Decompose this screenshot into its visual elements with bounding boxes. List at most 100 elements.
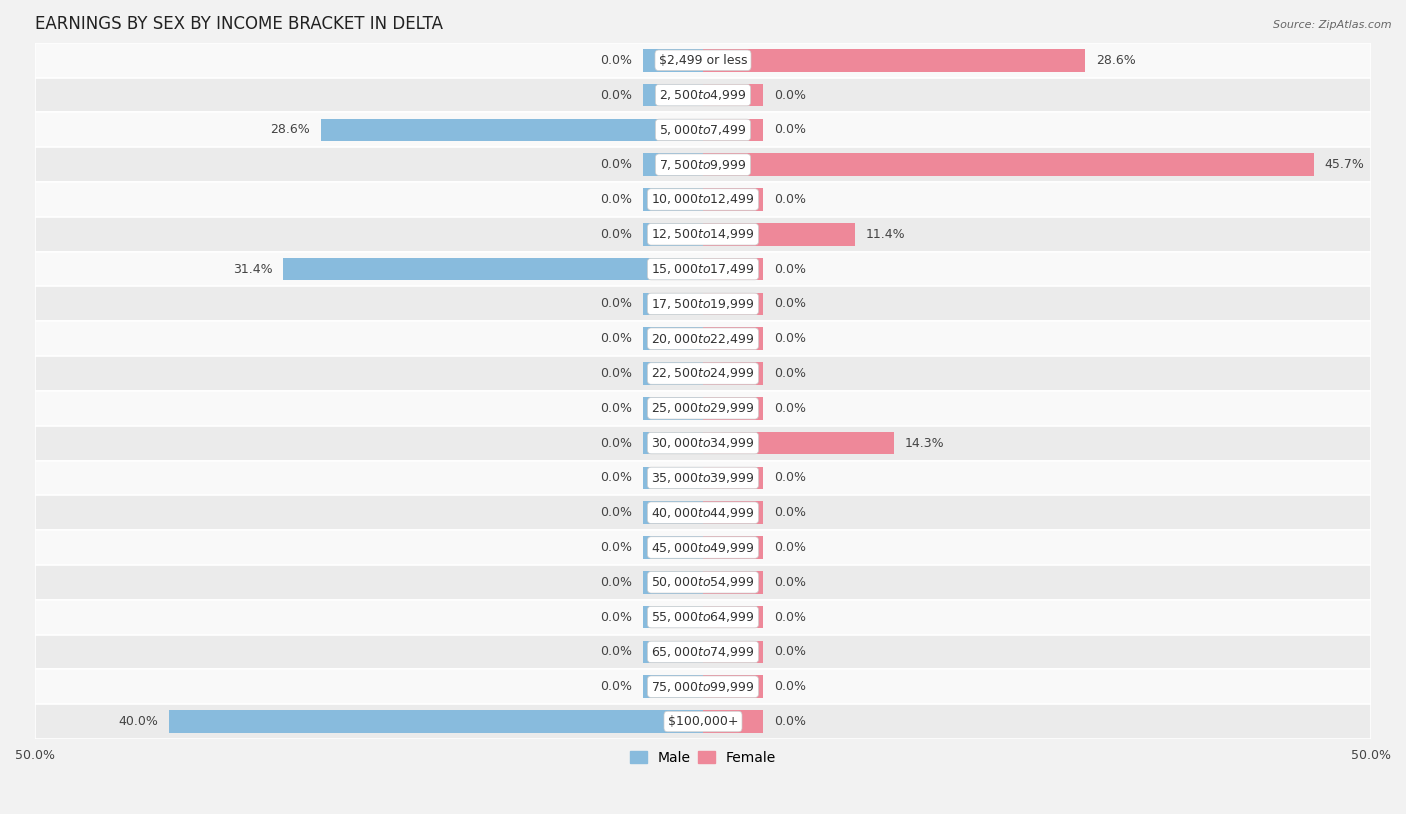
Text: $65,000 to $74,999: $65,000 to $74,999 xyxy=(651,645,755,659)
Text: 0.0%: 0.0% xyxy=(773,541,806,554)
Text: $30,000 to $34,999: $30,000 to $34,999 xyxy=(651,436,755,450)
Bar xyxy=(703,292,763,315)
Text: $50,000 to $54,999: $50,000 to $54,999 xyxy=(651,575,755,589)
Text: 0.0%: 0.0% xyxy=(773,367,806,380)
Text: $22,500 to $24,999: $22,500 to $24,999 xyxy=(651,366,755,380)
Bar xyxy=(703,466,763,489)
Bar xyxy=(703,119,763,141)
Bar xyxy=(35,217,1371,252)
Text: $25,000 to $29,999: $25,000 to $29,999 xyxy=(651,401,755,415)
Bar xyxy=(703,641,763,663)
Bar xyxy=(169,710,703,733)
Text: $20,000 to $22,499: $20,000 to $22,499 xyxy=(651,331,755,346)
Bar xyxy=(703,431,894,454)
Text: 0.0%: 0.0% xyxy=(600,367,633,380)
Text: 0.0%: 0.0% xyxy=(600,541,633,554)
Text: $15,000 to $17,499: $15,000 to $17,499 xyxy=(651,262,755,276)
Bar xyxy=(35,669,1371,704)
Bar xyxy=(35,356,1371,391)
Text: 45.7%: 45.7% xyxy=(1324,158,1364,171)
Bar xyxy=(643,223,703,246)
Text: 0.0%: 0.0% xyxy=(773,575,806,589)
Bar xyxy=(703,223,855,246)
Text: 0.0%: 0.0% xyxy=(773,681,806,694)
Bar xyxy=(703,362,763,385)
Bar xyxy=(35,565,1371,600)
Text: 0.0%: 0.0% xyxy=(773,646,806,659)
Bar xyxy=(703,536,763,559)
Bar xyxy=(703,327,763,350)
Bar xyxy=(321,119,703,141)
Bar xyxy=(35,43,1371,77)
Bar xyxy=(643,188,703,211)
Text: 0.0%: 0.0% xyxy=(600,506,633,519)
Bar xyxy=(643,536,703,559)
Bar xyxy=(643,362,703,385)
Bar xyxy=(703,188,763,211)
Bar xyxy=(35,600,1371,634)
Bar xyxy=(703,397,763,419)
Bar xyxy=(703,258,763,280)
Bar xyxy=(703,606,763,628)
Text: 0.0%: 0.0% xyxy=(600,575,633,589)
Text: Source: ZipAtlas.com: Source: ZipAtlas.com xyxy=(1274,20,1392,30)
Text: $12,500 to $14,999: $12,500 to $14,999 xyxy=(651,227,755,241)
Text: EARNINGS BY SEX BY INCOME BRACKET IN DELTA: EARNINGS BY SEX BY INCOME BRACKET IN DEL… xyxy=(35,15,443,33)
Text: 0.0%: 0.0% xyxy=(600,228,633,241)
Bar xyxy=(35,391,1371,426)
Text: 0.0%: 0.0% xyxy=(773,471,806,484)
Bar xyxy=(35,322,1371,356)
Bar xyxy=(643,292,703,315)
Text: 0.0%: 0.0% xyxy=(600,158,633,171)
Bar xyxy=(35,495,1371,530)
Bar xyxy=(35,77,1371,112)
Bar xyxy=(643,84,703,107)
Bar xyxy=(643,49,703,72)
Text: 0.0%: 0.0% xyxy=(773,193,806,206)
Text: $2,499 or less: $2,499 or less xyxy=(659,54,747,67)
Text: 0.0%: 0.0% xyxy=(600,402,633,415)
Text: $35,000 to $39,999: $35,000 to $39,999 xyxy=(651,471,755,485)
Bar xyxy=(703,49,1085,72)
Bar xyxy=(35,530,1371,565)
Text: 0.0%: 0.0% xyxy=(600,332,633,345)
Text: 0.0%: 0.0% xyxy=(600,89,633,102)
Text: $75,000 to $99,999: $75,000 to $99,999 xyxy=(651,680,755,694)
Text: 14.3%: 14.3% xyxy=(904,436,945,449)
Bar xyxy=(35,287,1371,322)
Text: $40,000 to $44,999: $40,000 to $44,999 xyxy=(651,505,755,519)
Bar xyxy=(703,710,763,733)
Bar xyxy=(35,147,1371,182)
Text: 0.0%: 0.0% xyxy=(600,193,633,206)
Bar xyxy=(643,431,703,454)
Text: $7,500 to $9,999: $7,500 to $9,999 xyxy=(659,158,747,172)
Text: $55,000 to $64,999: $55,000 to $64,999 xyxy=(651,610,755,624)
Text: 0.0%: 0.0% xyxy=(773,715,806,728)
Bar xyxy=(643,153,703,176)
Bar xyxy=(643,676,703,698)
Bar xyxy=(703,84,763,107)
Bar xyxy=(35,634,1371,669)
Bar xyxy=(703,153,1313,176)
Text: 0.0%: 0.0% xyxy=(600,54,633,67)
Text: 0.0%: 0.0% xyxy=(600,610,633,624)
Text: 40.0%: 40.0% xyxy=(118,715,157,728)
Bar xyxy=(643,501,703,524)
Text: 0.0%: 0.0% xyxy=(773,263,806,276)
Text: 0.0%: 0.0% xyxy=(600,297,633,310)
Bar xyxy=(703,676,763,698)
Bar xyxy=(643,466,703,489)
Bar xyxy=(35,182,1371,217)
Text: 0.0%: 0.0% xyxy=(600,681,633,694)
Legend: Male, Female: Male, Female xyxy=(624,745,782,770)
Text: 0.0%: 0.0% xyxy=(773,332,806,345)
Bar xyxy=(643,327,703,350)
Text: 28.6%: 28.6% xyxy=(270,124,311,137)
Text: 0.0%: 0.0% xyxy=(773,297,806,310)
Text: 0.0%: 0.0% xyxy=(600,436,633,449)
Text: $17,500 to $19,999: $17,500 to $19,999 xyxy=(651,297,755,311)
Bar xyxy=(284,258,703,280)
Bar xyxy=(643,606,703,628)
Text: 0.0%: 0.0% xyxy=(773,402,806,415)
Bar xyxy=(643,641,703,663)
